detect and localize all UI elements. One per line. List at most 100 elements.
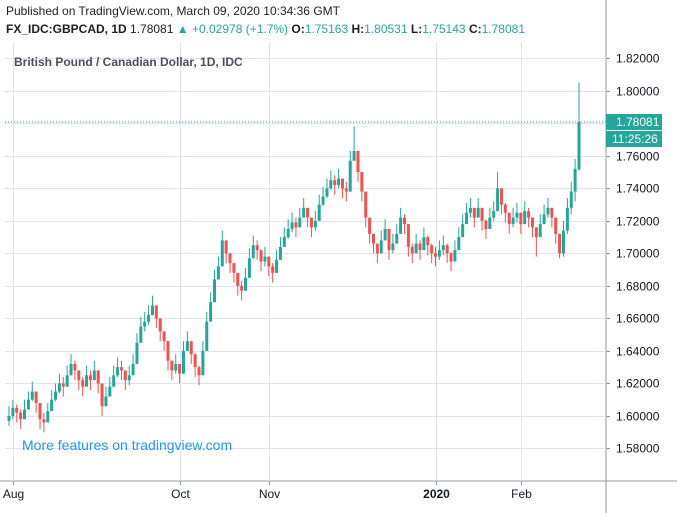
candle: [201, 341, 205, 376]
candle-body: [468, 207, 472, 213]
candle-body: [414, 243, 418, 254]
countdown-badge: [606, 130, 662, 147]
candle: [453, 240, 457, 262]
candle-body: [511, 217, 515, 225]
candle-body: [546, 207, 550, 215]
candle: [286, 219, 290, 239]
candle-body: [127, 375, 131, 381]
candle-body: [333, 180, 337, 186]
candle-body: [19, 412, 23, 420]
candle-body: [57, 383, 61, 392]
candle: [422, 227, 426, 251]
candle: [135, 333, 139, 364]
x-tick-label: Aug: [3, 487, 24, 501]
candle: [356, 150, 360, 182]
candle-body: [205, 321, 209, 351]
candle-body: [282, 237, 286, 247]
candle-body: [154, 305, 158, 319]
candle: [213, 269, 217, 303]
candle: [534, 227, 538, 257]
candle-body: [356, 150, 360, 173]
candle-body: [275, 259, 279, 273]
candle-body: [379, 240, 383, 254]
time-axis[interactable]: Aug Oct Nov 2020 Feb: [3, 481, 532, 501]
candle-body: [569, 191, 573, 208]
candle: [119, 360, 123, 381]
candle: [344, 181, 348, 202]
candle-body: [484, 220, 488, 229]
x-tick-label: Feb: [511, 487, 532, 501]
last-price-label: 1.78081: [616, 115, 660, 129]
candle: [19, 409, 23, 429]
close-label: C:: [468, 22, 482, 36]
candle-body: [360, 172, 364, 192]
candle: [383, 219, 387, 241]
candle: [11, 399, 15, 420]
candle-body: [480, 207, 484, 221]
candle: [309, 217, 313, 238]
candle-body: [286, 228, 290, 238]
candle: [313, 211, 317, 231]
candle: [507, 212, 511, 234]
candle-body: [54, 391, 58, 400]
candle-body: [399, 217, 403, 234]
candle-body: [352, 150, 356, 161]
y-tick-label: 1.74000: [616, 182, 660, 196]
candle: [317, 194, 321, 221]
candle-body: [329, 180, 333, 189]
watermark-link[interactable]: More features on tradingview.com: [22, 437, 232, 453]
candle-body: [92, 370, 96, 381]
candle: [337, 168, 341, 189]
candle-body: [85, 375, 89, 387]
candle: [441, 235, 445, 255]
candle: [434, 246, 438, 267]
candle: [282, 227, 286, 247]
y-tick-label: 1.70000: [616, 247, 660, 261]
candle: [275, 250, 279, 273]
candle: [368, 217, 372, 244]
candle: [449, 251, 453, 272]
candle: [340, 178, 344, 199]
candle: [527, 207, 531, 228]
candle-body: [465, 212, 469, 225]
candle: [42, 412, 46, 433]
y-tick-label: 1.62000: [616, 377, 660, 391]
published-note: Published on TradingView.com, March 09, …: [6, 4, 340, 18]
candle: [69, 354, 73, 376]
candle-body: [38, 402, 42, 420]
candle-body: [387, 228, 391, 251]
candle: [577, 82, 581, 171]
price-axis[interactable]: 1.58000 1.60000 1.62000 1.64000 1.66000 1.680…: [606, 52, 662, 456]
candle: [267, 256, 271, 277]
x-tick-label: Nov: [259, 487, 280, 501]
y-tick-label: 1.68000: [616, 280, 660, 294]
candle: [530, 217, 534, 238]
candle: [255, 240, 259, 260]
candle-body: [65, 375, 69, 387]
candle: [174, 354, 178, 374]
candle: [538, 214, 542, 238]
candle-body: [441, 245, 445, 251]
candle-body: [313, 220, 317, 228]
candle: [92, 360, 96, 381]
candle: [271, 263, 275, 283]
candle: [158, 318, 162, 342]
candle: [561, 220, 565, 257]
candle: [410, 243, 414, 264]
candle-body: [15, 407, 19, 413]
candle: [181, 341, 185, 374]
candle: [325, 178, 329, 199]
candle-body: [395, 233, 399, 244]
candle: [216, 256, 220, 280]
candle: [96, 370, 100, 394]
candle: [34, 391, 38, 413]
candle: [23, 399, 27, 420]
candle: [15, 404, 19, 423]
candle-body: [209, 302, 213, 322]
candle: [418, 240, 422, 260]
candle: [85, 365, 89, 387]
x-tick-label: 2020: [423, 487, 450, 501]
candle-body: [538, 224, 542, 238]
